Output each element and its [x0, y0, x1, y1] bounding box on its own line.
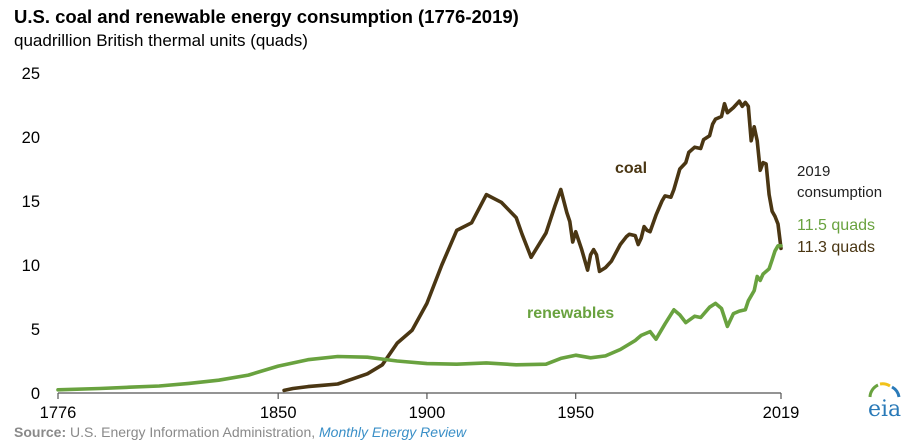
eia-logo-text: eia: [868, 397, 901, 422]
y-tick-label: 0: [31, 385, 40, 403]
x-tick-label: 1850: [260, 404, 297, 422]
eia-logo: eia: [868, 382, 901, 422]
coal-series-label: coal: [615, 160, 647, 177]
y-tick-label: 5: [31, 321, 40, 339]
y-tick-label: 25: [22, 65, 40, 83]
y-tick-label: 15: [22, 193, 40, 211]
source-label: Source:: [14, 424, 67, 440]
renewables-end-value: 11.5 quads: [797, 217, 875, 234]
series-group: [56, 99, 783, 393]
x-axis: 1776 1850 1900 1950 2019: [40, 392, 800, 422]
source-publication-link[interactable]: Monthly Energy Review: [319, 424, 467, 440]
x-tick-label: 1776: [40, 404, 77, 422]
coal-series-line: [282, 99, 783, 393]
logo-green-arc: [868, 383, 879, 398]
y-tick-label: 10: [22, 257, 40, 275]
renewables-series-line: [56, 244, 783, 392]
x-tick-label: 2019: [763, 404, 800, 422]
y-tick-label: 20: [22, 129, 40, 147]
chart-title: U.S. coal and renewable energy consumpti…: [14, 6, 519, 27]
consumption-year-label: 2019: [797, 163, 830, 180]
source-note: Source: U.S. Energy Information Administ…: [14, 424, 466, 440]
consumption-word-label: consumption: [797, 184, 882, 201]
source-org: U.S. Energy Information Administration,: [70, 424, 316, 440]
logo-yellow-arc: [879, 382, 891, 388]
chart-subtitle: quadrillion British thermal units (quads…: [14, 31, 308, 50]
x-tick-label: 1900: [409, 404, 446, 422]
coal-end-value: 11.3 quads: [797, 239, 875, 256]
y-axis: 0 5 10 15 20 25: [22, 65, 40, 403]
logo-blue-arc: [891, 385, 901, 398]
x-tick-label: 1950: [557, 404, 594, 422]
renewables-series-label: renewables: [527, 305, 614, 322]
